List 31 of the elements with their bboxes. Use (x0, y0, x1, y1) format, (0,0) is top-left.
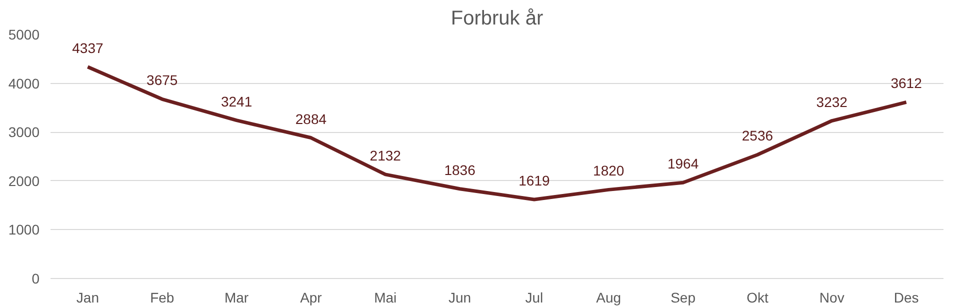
y-tick-label: 1000 (8, 222, 40, 238)
x-tick-label: Feb (150, 290, 174, 306)
data-label: 1820 (593, 162, 624, 179)
x-tick-label: Sep (670, 290, 696, 306)
x-tick-label: Des (894, 290, 919, 306)
data-label: 2536 (742, 128, 774, 144)
y-tick-label: 0 (32, 270, 40, 286)
x-tick-label: Apr (300, 290, 322, 306)
data-label: 3241 (220, 93, 252, 110)
x-tick-label: Mai (374, 290, 397, 306)
x-tick-label: Mar (224, 290, 249, 306)
data-label: 1619 (518, 172, 550, 188)
x-tick-label: Jun (448, 290, 472, 306)
chart-title: Forbruk år (450, 8, 544, 30)
y-tick-label: 5000 (8, 26, 40, 42)
x-tick-label: Aug (596, 290, 622, 306)
x-tick-label: Nov (819, 290, 844, 306)
data-label: 1964 (667, 156, 699, 172)
x-tick-label: Jul (525, 290, 544, 306)
data-label: 3675 (146, 72, 178, 88)
x-tick-label: Okt (746, 290, 768, 306)
data-label: 2132 (370, 147, 402, 164)
x-tick-label: Jan (76, 290, 99, 306)
data-label: 3232 (816, 94, 848, 110)
data-label: 1836 (444, 162, 476, 178)
data-label: 4337 (72, 40, 104, 56)
data-label: 2884 (295, 110, 327, 127)
y-tick-label: 2000 (8, 172, 40, 189)
data-label: 3612 (890, 75, 922, 92)
y-tick-label: 3000 (8, 124, 40, 140)
y-tick-label: 4000 (8, 75, 40, 92)
